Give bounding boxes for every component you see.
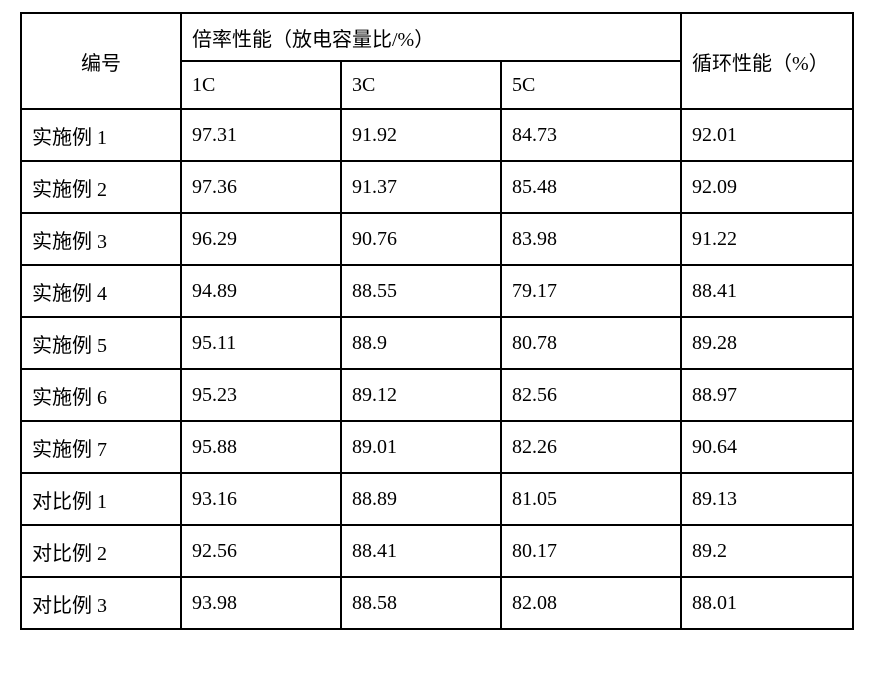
table-row: 实施例 1 97.31 91.92 84.73 92.01 <box>21 109 853 161</box>
table-row: 实施例 5 95.11 88.9 80.78 89.28 <box>21 317 853 369</box>
cell-1c: 95.23 <box>181 369 341 421</box>
cell-cycle: 89.13 <box>681 473 853 525</box>
cell-3c: 91.92 <box>341 109 501 161</box>
cell-id: 实施例 3 <box>21 213 181 265</box>
table-row: 实施例 7 95.88 89.01 82.26 90.64 <box>21 421 853 473</box>
cell-cycle: 91.22 <box>681 213 853 265</box>
cell-cycle: 89.2 <box>681 525 853 577</box>
header-5c: 5C <box>501 61 681 109</box>
header-3c: 3C <box>341 61 501 109</box>
cell-3c: 89.01 <box>341 421 501 473</box>
cell-3c: 88.89 <box>341 473 501 525</box>
performance-table: 编号 倍率性能（放电容量比/%） 循环性能（%） 1C 3C 5C 实施例 1 … <box>20 12 854 630</box>
header-cycle: 循环性能（%） <box>681 13 853 109</box>
cell-id: 对比例 2 <box>21 525 181 577</box>
cell-cycle: 92.01 <box>681 109 853 161</box>
cell-3c: 88.58 <box>341 577 501 629</box>
cell-cycle: 88.41 <box>681 265 853 317</box>
cell-3c: 88.41 <box>341 525 501 577</box>
cell-5c: 80.17 <box>501 525 681 577</box>
cell-id: 实施例 6 <box>21 369 181 421</box>
cell-5c: 83.98 <box>501 213 681 265</box>
cell-5c: 81.05 <box>501 473 681 525</box>
table-row: 实施例 2 97.36 91.37 85.48 92.09 <box>21 161 853 213</box>
table-body: 实施例 1 97.31 91.92 84.73 92.01 实施例 2 97.3… <box>21 109 853 629</box>
cell-cycle: 89.28 <box>681 317 853 369</box>
cell-3c: 88.55 <box>341 265 501 317</box>
cell-1c: 97.36 <box>181 161 341 213</box>
table-row: 对比例 1 93.16 88.89 81.05 89.13 <box>21 473 853 525</box>
cell-5c: 85.48 <box>501 161 681 213</box>
cell-1c: 92.56 <box>181 525 341 577</box>
cell-3c: 90.76 <box>341 213 501 265</box>
cell-5c: 82.56 <box>501 369 681 421</box>
cell-id: 实施例 2 <box>21 161 181 213</box>
cell-5c: 82.08 <box>501 577 681 629</box>
cell-id: 实施例 1 <box>21 109 181 161</box>
cell-1c: 95.11 <box>181 317 341 369</box>
table-row: 实施例 4 94.89 88.55 79.17 88.41 <box>21 265 853 317</box>
table-row: 对比例 3 93.98 88.58 82.08 88.01 <box>21 577 853 629</box>
table-header: 编号 倍率性能（放电容量比/%） 循环性能（%） 1C 3C 5C <box>21 13 853 109</box>
cell-5c: 80.78 <box>501 317 681 369</box>
table-row: 实施例 3 96.29 90.76 83.98 91.22 <box>21 213 853 265</box>
header-1c: 1C <box>181 61 341 109</box>
header-row-1: 编号 倍率性能（放电容量比/%） 循环性能（%） <box>21 13 853 61</box>
cell-3c: 91.37 <box>341 161 501 213</box>
cell-cycle: 88.01 <box>681 577 853 629</box>
cell-id: 实施例 5 <box>21 317 181 369</box>
table-row: 实施例 6 95.23 89.12 82.56 88.97 <box>21 369 853 421</box>
cell-id: 对比例 1 <box>21 473 181 525</box>
cell-cycle: 90.64 <box>681 421 853 473</box>
cell-id: 对比例 3 <box>21 577 181 629</box>
cell-cycle: 88.97 <box>681 369 853 421</box>
cell-id: 实施例 4 <box>21 265 181 317</box>
cell-1c: 97.31 <box>181 109 341 161</box>
cell-1c: 93.16 <box>181 473 341 525</box>
cell-1c: 96.29 <box>181 213 341 265</box>
cell-5c: 84.73 <box>501 109 681 161</box>
cell-3c: 89.12 <box>341 369 501 421</box>
cell-cycle: 92.09 <box>681 161 853 213</box>
table-row: 对比例 2 92.56 88.41 80.17 89.2 <box>21 525 853 577</box>
cell-1c: 95.88 <box>181 421 341 473</box>
header-rate-group: 倍率性能（放电容量比/%） <box>181 13 681 61</box>
cell-5c: 79.17 <box>501 265 681 317</box>
cell-5c: 82.26 <box>501 421 681 473</box>
cell-1c: 93.98 <box>181 577 341 629</box>
header-id: 编号 <box>21 13 181 109</box>
cell-id: 实施例 7 <box>21 421 181 473</box>
cell-3c: 88.9 <box>341 317 501 369</box>
cell-1c: 94.89 <box>181 265 341 317</box>
